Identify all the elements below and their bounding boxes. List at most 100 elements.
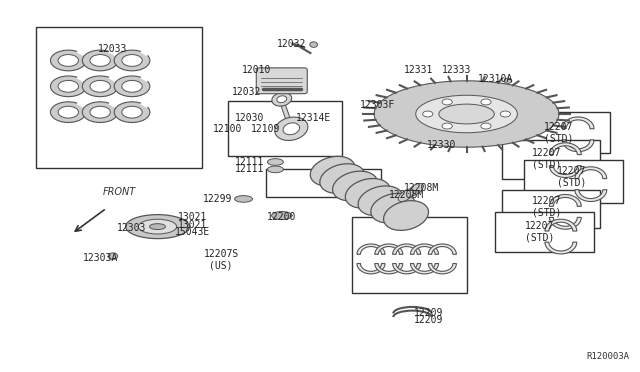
Circle shape <box>442 123 452 129</box>
Text: 12303A: 12303A <box>83 253 118 263</box>
Circle shape <box>500 111 511 117</box>
Text: 12010: 12010 <box>241 65 271 75</box>
Circle shape <box>122 55 142 66</box>
Text: FRONT: FRONT <box>102 187 136 197</box>
Polygon shape <box>575 167 607 179</box>
Text: 12303: 12303 <box>117 224 147 234</box>
Ellipse shape <box>383 201 429 230</box>
Ellipse shape <box>268 166 284 173</box>
Text: 13021: 13021 <box>178 212 207 222</box>
FancyBboxPatch shape <box>36 27 202 167</box>
FancyBboxPatch shape <box>511 112 610 153</box>
FancyBboxPatch shape <box>228 101 342 157</box>
Circle shape <box>122 80 142 92</box>
Text: 12333: 12333 <box>442 65 472 75</box>
Circle shape <box>90 80 110 92</box>
Text: 12032: 12032 <box>232 87 261 97</box>
Ellipse shape <box>108 253 118 260</box>
Ellipse shape <box>275 117 308 141</box>
Circle shape <box>90 106 110 118</box>
Circle shape <box>481 99 491 105</box>
Text: 12109: 12109 <box>251 124 280 134</box>
Ellipse shape <box>333 171 378 201</box>
Ellipse shape <box>320 164 365 193</box>
Circle shape <box>481 123 491 129</box>
FancyBboxPatch shape <box>266 169 381 197</box>
FancyBboxPatch shape <box>524 160 623 203</box>
Polygon shape <box>410 263 438 274</box>
Polygon shape <box>357 263 385 274</box>
Ellipse shape <box>408 183 424 196</box>
Text: 15043E: 15043E <box>175 227 210 237</box>
Ellipse shape <box>416 95 517 133</box>
Ellipse shape <box>268 159 284 165</box>
Polygon shape <box>393 244 420 254</box>
Ellipse shape <box>272 92 292 106</box>
Ellipse shape <box>371 193 416 223</box>
Polygon shape <box>375 263 403 274</box>
Text: 12200: 12200 <box>267 212 296 222</box>
Text: 12100: 12100 <box>213 124 243 134</box>
Polygon shape <box>428 244 456 254</box>
Polygon shape <box>549 143 581 155</box>
Polygon shape <box>357 244 385 254</box>
FancyBboxPatch shape <box>502 190 600 228</box>
Ellipse shape <box>504 78 512 83</box>
Ellipse shape <box>346 179 390 208</box>
Text: R120003A: R120003A <box>586 352 629 361</box>
Ellipse shape <box>150 224 166 230</box>
Circle shape <box>58 106 79 118</box>
Polygon shape <box>562 140 594 152</box>
Polygon shape <box>410 244 438 254</box>
Circle shape <box>114 76 150 97</box>
Circle shape <box>90 55 110 66</box>
Text: 12032: 12032 <box>276 39 306 49</box>
Polygon shape <box>549 217 581 229</box>
Circle shape <box>83 50 118 71</box>
Polygon shape <box>545 219 577 231</box>
Circle shape <box>114 102 150 122</box>
Ellipse shape <box>271 211 292 219</box>
Polygon shape <box>575 190 607 202</box>
Text: 12330: 12330 <box>426 140 456 150</box>
Circle shape <box>442 99 452 105</box>
Circle shape <box>83 76 118 97</box>
Ellipse shape <box>310 42 317 47</box>
Text: 12033: 12033 <box>98 44 127 54</box>
Text: 12207S
(US): 12207S (US) <box>204 249 239 271</box>
Text: 12030: 12030 <box>236 113 264 123</box>
Text: 12207
(STD): 12207 (STD) <box>557 166 586 187</box>
Text: 12207
(STD): 12207 (STD) <box>544 122 573 143</box>
Text: 12207
(STD): 12207 (STD) <box>532 148 561 169</box>
Ellipse shape <box>398 189 414 202</box>
Polygon shape <box>545 242 577 254</box>
Polygon shape <box>393 263 420 274</box>
Circle shape <box>58 80 79 92</box>
FancyBboxPatch shape <box>495 212 594 253</box>
Text: 12208M: 12208M <box>388 190 424 200</box>
Circle shape <box>58 55 79 66</box>
Text: 12209: 12209 <box>413 308 443 318</box>
Circle shape <box>51 76 86 97</box>
Ellipse shape <box>235 196 252 202</box>
Text: 12314E: 12314E <box>296 113 332 123</box>
Text: 12111: 12111 <box>236 157 264 167</box>
Ellipse shape <box>277 96 287 103</box>
Polygon shape <box>375 244 403 254</box>
FancyBboxPatch shape <box>256 68 307 94</box>
FancyBboxPatch shape <box>502 140 600 179</box>
Polygon shape <box>549 166 581 177</box>
Polygon shape <box>428 263 456 274</box>
Circle shape <box>51 50 86 71</box>
Polygon shape <box>562 117 594 129</box>
Text: 12310A: 12310A <box>477 74 513 84</box>
Ellipse shape <box>439 104 494 124</box>
Text: 12207
(STD): 12207 (STD) <box>525 221 554 243</box>
Circle shape <box>114 50 150 71</box>
Ellipse shape <box>138 219 177 234</box>
Polygon shape <box>549 195 581 206</box>
Ellipse shape <box>310 156 355 186</box>
Text: 12111: 12111 <box>236 164 264 174</box>
FancyBboxPatch shape <box>352 217 467 293</box>
Ellipse shape <box>358 186 403 216</box>
